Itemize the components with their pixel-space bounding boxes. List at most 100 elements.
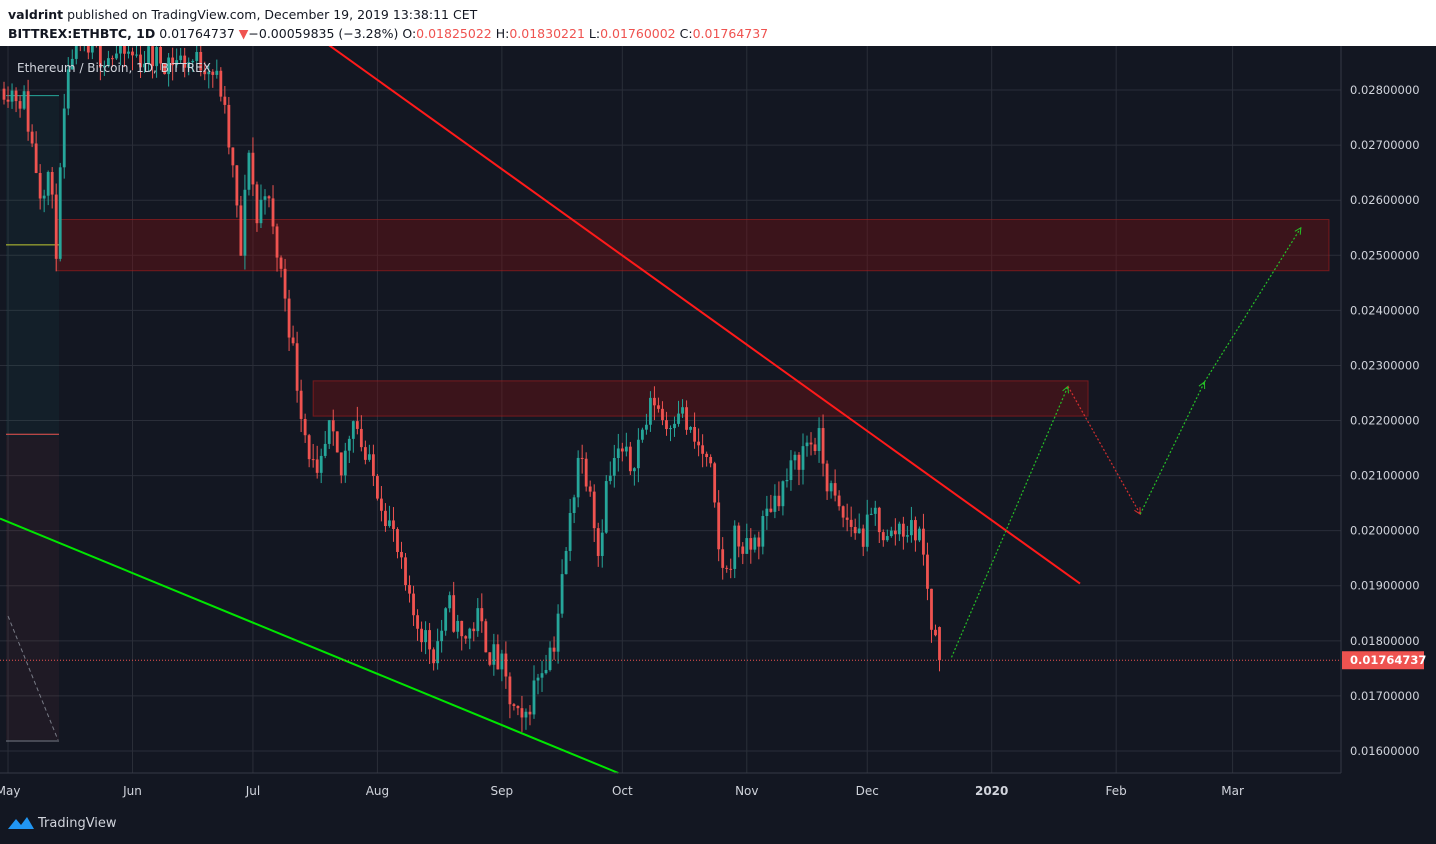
tradingview-brand[interactable]: TradingView <box>38 816 117 831</box>
author-name[interactable]: valdrint <box>8 7 64 22</box>
candle-body <box>649 397 652 425</box>
high-value: 0.01830221 <box>509 26 585 41</box>
candle-body <box>568 512 572 551</box>
candle-body <box>327 420 331 444</box>
candle-body <box>219 70 223 97</box>
candle-body <box>693 426 696 442</box>
range-box-lower <box>6 437 59 740</box>
candle-body <box>367 454 371 460</box>
candle-body <box>295 343 299 391</box>
candle-body <box>500 653 504 670</box>
candle-body <box>909 520 913 536</box>
candle-body <box>448 595 452 609</box>
candle-body <box>592 491 596 529</box>
candle-body <box>817 428 821 452</box>
descending-support-line <box>0 517 619 774</box>
candle-body <box>2 88 6 100</box>
candle-body <box>496 644 500 670</box>
x-tick-label: Mar <box>1221 784 1244 798</box>
candle-body <box>604 481 608 533</box>
tradingview-logo-icon[interactable] <box>8 816 34 830</box>
candle-body <box>797 454 801 470</box>
candle-body <box>548 647 552 670</box>
candle-body <box>841 506 845 518</box>
y-tick-label: 0.01600000 <box>1350 744 1420 758</box>
candle-body <box>596 528 600 556</box>
candle-body <box>580 457 584 459</box>
candle-body <box>576 457 580 498</box>
candle-body <box>54 194 58 259</box>
candle-body <box>645 424 648 430</box>
candle-body <box>729 568 733 570</box>
candle-body <box>849 519 853 527</box>
candle-body <box>343 450 347 476</box>
candle-body <box>741 546 745 554</box>
y-axis[interactable]: 0.02800000 0.02700000 0.02600000 0.02500000… <box>1342 83 1426 758</box>
candle-body <box>480 608 484 622</box>
candle-body <box>713 463 717 503</box>
candle-body <box>231 147 235 166</box>
candle-body <box>492 644 496 665</box>
candle-body <box>263 196 267 200</box>
chart-area[interactable]: 0.02800000 0.02700000 0.02600000 0.02500000… <box>0 0 1436 808</box>
candle-body <box>914 520 917 541</box>
candle-body <box>355 421 359 429</box>
candle-body <box>235 165 239 206</box>
candle-body <box>821 428 825 464</box>
chart-title: Ethereum / Bitcoin, 1D, BITTREX <box>17 61 211 75</box>
current-price-label: 0.01764737 <box>1350 653 1426 667</box>
candle-body <box>396 529 399 552</box>
candle-body <box>865 514 869 547</box>
y-tick-label: 0.02600000 <box>1350 193 1420 207</box>
candle-body <box>528 711 532 715</box>
candle-body <box>918 528 921 541</box>
candle-body <box>560 574 564 614</box>
candle-body <box>701 445 705 454</box>
symbol-label[interactable]: BITTREX:ETHBTC, 1D <box>8 26 156 41</box>
candle-body <box>801 446 805 470</box>
candle-body <box>323 443 327 456</box>
candle-body <box>259 199 263 224</box>
candle-body <box>488 652 492 665</box>
candle-body <box>512 704 516 706</box>
candle-body <box>464 636 468 639</box>
candle-body <box>139 54 142 68</box>
projection-arrowhead <box>1294 226 1302 235</box>
candle-body <box>371 454 375 477</box>
candle-body <box>440 630 444 642</box>
y-tick-label: 0.01900000 <box>1350 579 1420 593</box>
x-tick-label: Aug <box>366 784 389 798</box>
candle-body <box>311 459 315 461</box>
publish-info: valdrint published on TradingView.com, D… <box>8 7 477 22</box>
candle-body <box>211 71 215 75</box>
price-chart[interactable]: 0.02800000 0.02700000 0.02600000 0.02500000… <box>0 0 1436 804</box>
candle-body <box>171 57 175 66</box>
candle-body <box>22 91 26 109</box>
range-path-line <box>7 615 59 741</box>
y-tick-label: 0.01700000 <box>1350 689 1420 703</box>
candle-body <box>388 520 391 527</box>
x-tick-label: Feb <box>1106 784 1127 798</box>
candle-body <box>737 525 741 547</box>
candle-body <box>833 483 837 496</box>
candle-body <box>400 551 403 558</box>
projection-segment <box>950 386 1069 658</box>
candle-body <box>873 507 877 514</box>
candle-body <box>143 63 146 68</box>
candle-body <box>10 90 14 102</box>
candle-body <box>131 51 134 56</box>
candle-body <box>773 495 777 512</box>
candle-body <box>769 508 773 512</box>
candle-body <box>106 58 110 66</box>
candle-body <box>757 537 761 547</box>
candle-body <box>283 268 287 299</box>
candle-body <box>612 458 616 476</box>
candle-body <box>657 405 660 409</box>
candle-body <box>813 444 817 452</box>
projection-segment <box>1067 386 1141 515</box>
candle-body <box>384 510 387 527</box>
x-axis[interactable]: May Jun Jul Aug Sep Oct Nov Dec 2020 Feb Mar <box>0 784 1244 798</box>
candle-body <box>789 460 793 481</box>
candle-body <box>536 677 540 681</box>
candle-body <box>640 429 644 440</box>
